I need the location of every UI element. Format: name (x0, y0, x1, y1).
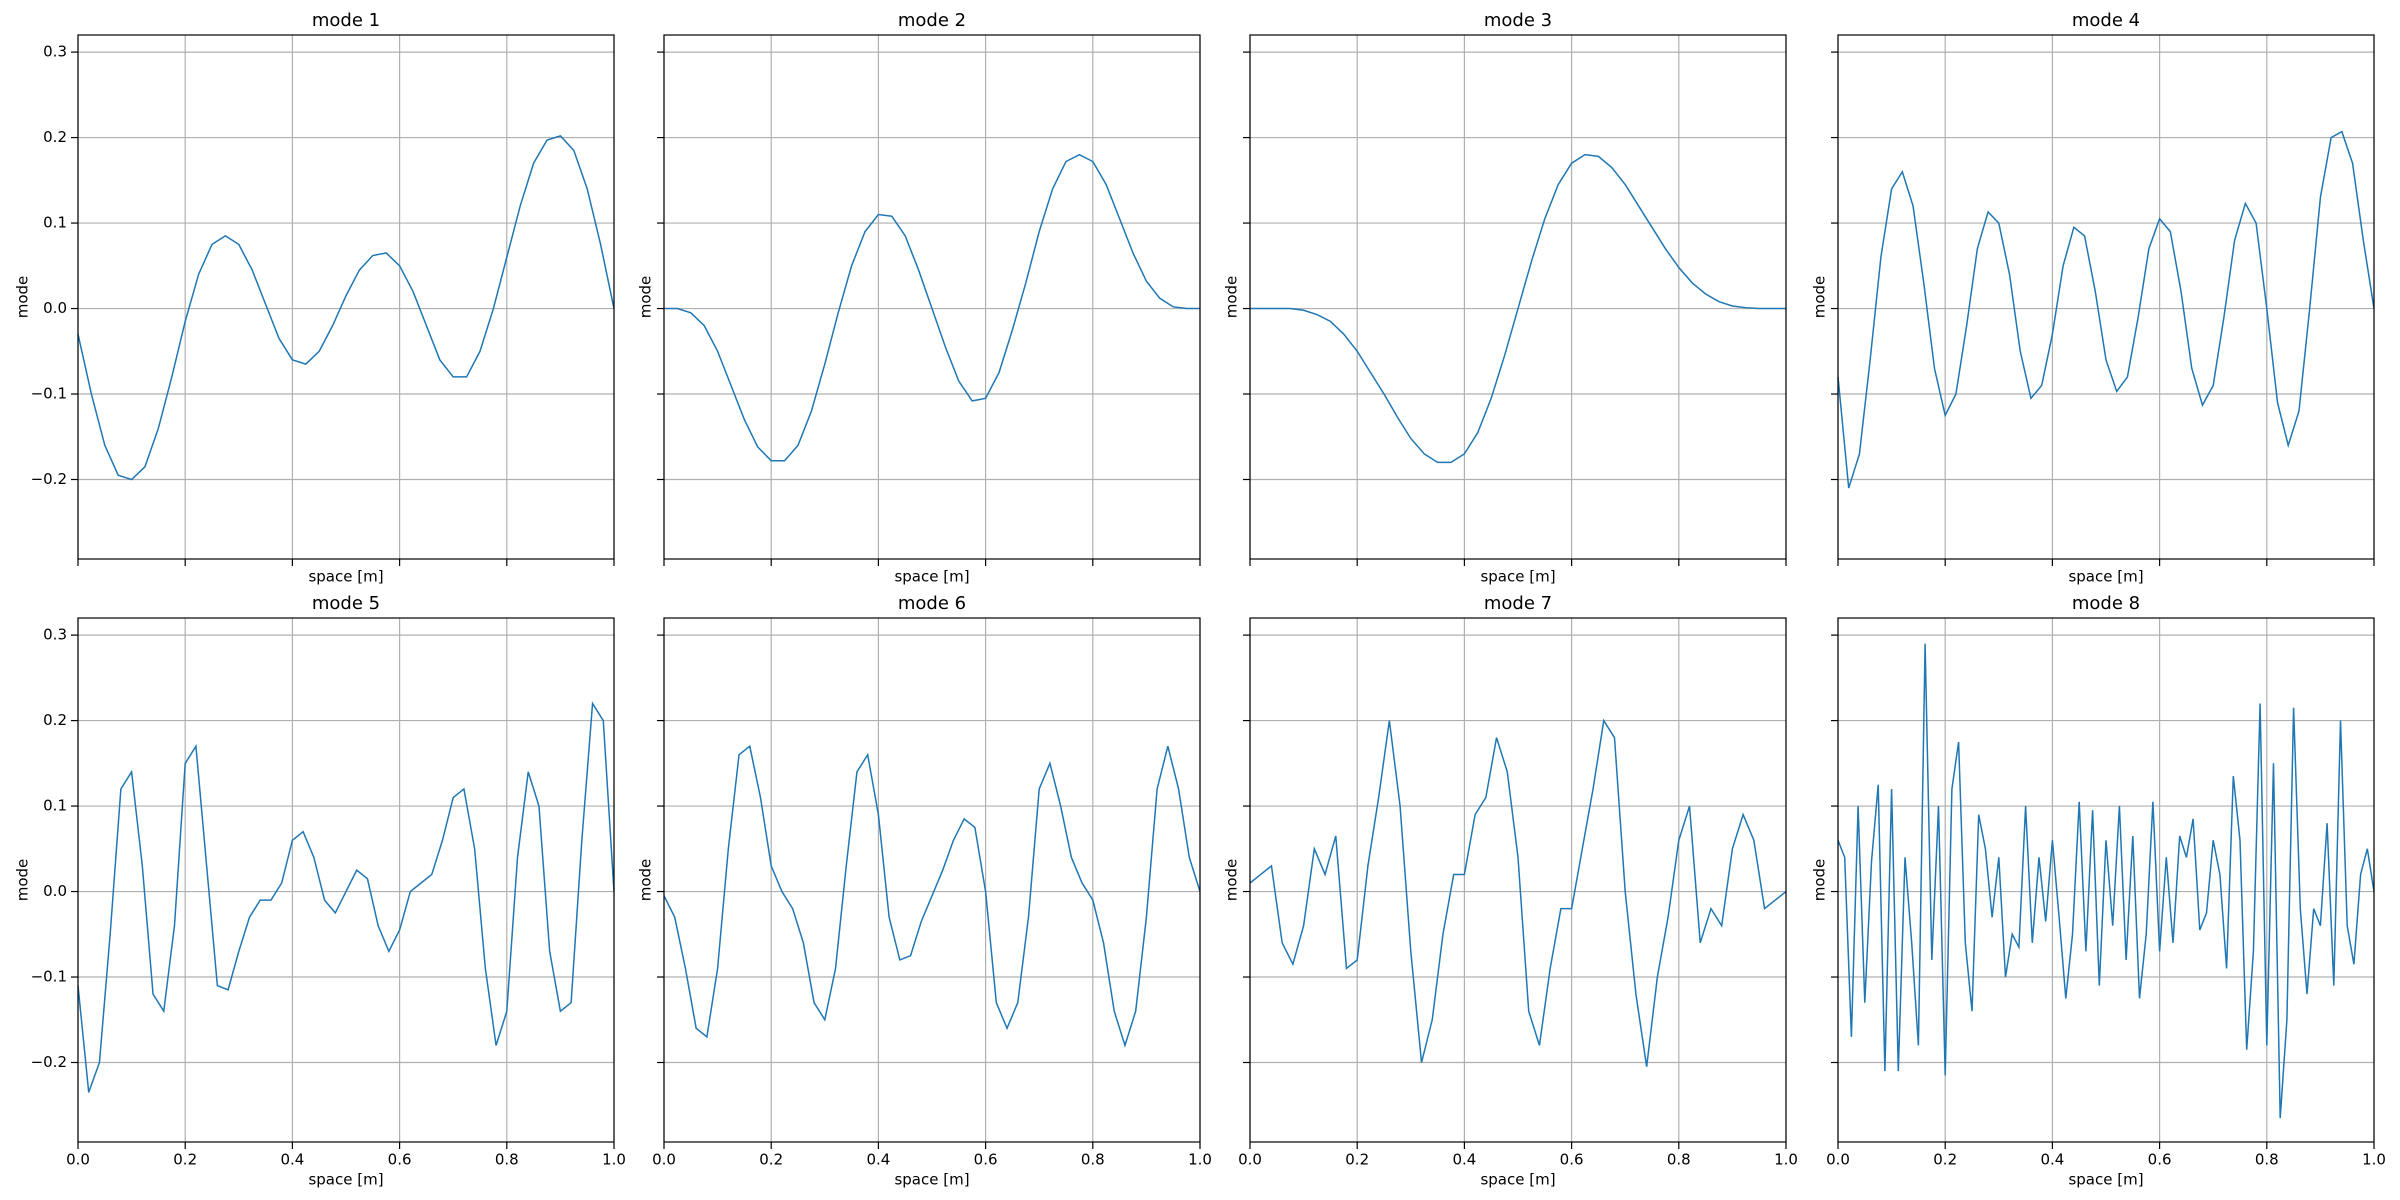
y-tick-label: 0.3 (43, 43, 67, 61)
data-line (663, 744, 1201, 1048)
axes-frame (1249, 617, 1787, 1143)
x-tick-label: 0.2 (759, 1151, 783, 1169)
x-axis-label: space [m] (894, 1171, 969, 1189)
x-tick-label: 0.6 (974, 1151, 998, 1169)
y-tick-label: −0.2 (31, 470, 67, 488)
y-tick-label: 0.2 (43, 711, 67, 729)
data-line (1249, 718, 1787, 1067)
x-tick-label: 0.8 (1667, 1151, 1691, 1169)
data-line (77, 135, 615, 481)
axes-frame (1837, 34, 2375, 560)
data-line (664, 153, 1200, 462)
y-tick-label: 0.1 (43, 214, 67, 232)
x-tick-label: 0.6 (388, 1151, 412, 1169)
x-tick-label: 0.2 (173, 1151, 197, 1169)
x-tick-label: 0.6 (1560, 1151, 1584, 1169)
x-axis-label: space [m] (2068, 568, 2143, 586)
axes-frame (1837, 617, 2375, 1143)
x-tick-label: 0.2 (1933, 1151, 1957, 1169)
y-tick-label: −0.1 (31, 968, 67, 986)
y-tick-label: −0.1 (31, 385, 67, 403)
axes-frame (663, 34, 1201, 560)
x-tick-label: 0.2 (1345, 1151, 1369, 1169)
chart-title: mode 5 (312, 593, 380, 614)
chart-title: mode 6 (898, 593, 966, 614)
chart-title: mode 8 (2072, 593, 2140, 614)
x-tick-label: 1.0 (1774, 1151, 1798, 1169)
x-tick-label: 0.0 (66, 1151, 90, 1169)
axes-frame (663, 617, 1201, 1143)
chart-title: mode 1 (312, 10, 380, 31)
y-tick-label: −0.2 (31, 1053, 67, 1071)
axes-frame (1249, 34, 1787, 560)
data-line (77, 701, 615, 1093)
x-tick-label: 0.0 (1238, 1151, 1262, 1169)
y-axis-label: mode (637, 276, 655, 319)
axes-frame (77, 617, 615, 1143)
x-tick-label: 0.4 (1452, 1151, 1476, 1169)
x-axis-label: space [m] (894, 568, 969, 586)
x-axis-label: space [m] (1480, 568, 1555, 586)
y-tick-label: 0.2 (43, 128, 67, 146)
x-axis-label: space [m] (308, 568, 383, 586)
axes-frame (77, 34, 615, 560)
chart-title: mode 3 (1484, 10, 1552, 31)
y-axis-label: mode (14, 859, 32, 902)
y-tick-label: 0.0 (43, 882, 67, 900)
chart-title: mode 4 (2072, 10, 2140, 31)
x-tick-label: 0.0 (1826, 1151, 1850, 1169)
y-axis-label: mode (1811, 276, 1829, 319)
x-axis-label: space [m] (1480, 1171, 1555, 1189)
y-tick-label: 0.1 (43, 797, 67, 815)
x-tick-label: 0.8 (1081, 1151, 1105, 1169)
y-axis-label: mode (1223, 276, 1241, 319)
y-tick-label: 0.0 (43, 299, 67, 317)
x-axis-label: space [m] (308, 1171, 383, 1189)
x-tick-label: 1.0 (602, 1151, 626, 1169)
chart-title: mode 2 (898, 10, 966, 31)
y-axis-label: mode (1811, 859, 1829, 902)
x-tick-label: 1.0 (1188, 1151, 1212, 1169)
x-tick-label: 0.8 (2255, 1151, 2279, 1169)
x-tick-label: 0.0 (652, 1151, 676, 1169)
x-tick-label: 0.4 (280, 1151, 304, 1169)
y-axis-label: mode (637, 859, 655, 902)
data-line (1250, 153, 1786, 464)
data-line (1837, 130, 2375, 489)
y-axis-label: mode (14, 276, 32, 319)
x-tick-label: 0.8 (495, 1151, 519, 1169)
chart-title: mode 7 (1484, 593, 1552, 614)
x-axis-label: space [m] (2068, 1171, 2143, 1189)
y-tick-label: 0.3 (43, 626, 67, 644)
y-axis-label: mode (1223, 859, 1241, 902)
x-tick-label: 0.4 (866, 1151, 890, 1169)
x-tick-label: 0.6 (2148, 1151, 2172, 1169)
x-tick-label: 1.0 (2362, 1151, 2386, 1169)
data-line (1837, 643, 2375, 1119)
x-tick-label: 0.4 (2040, 1151, 2064, 1169)
